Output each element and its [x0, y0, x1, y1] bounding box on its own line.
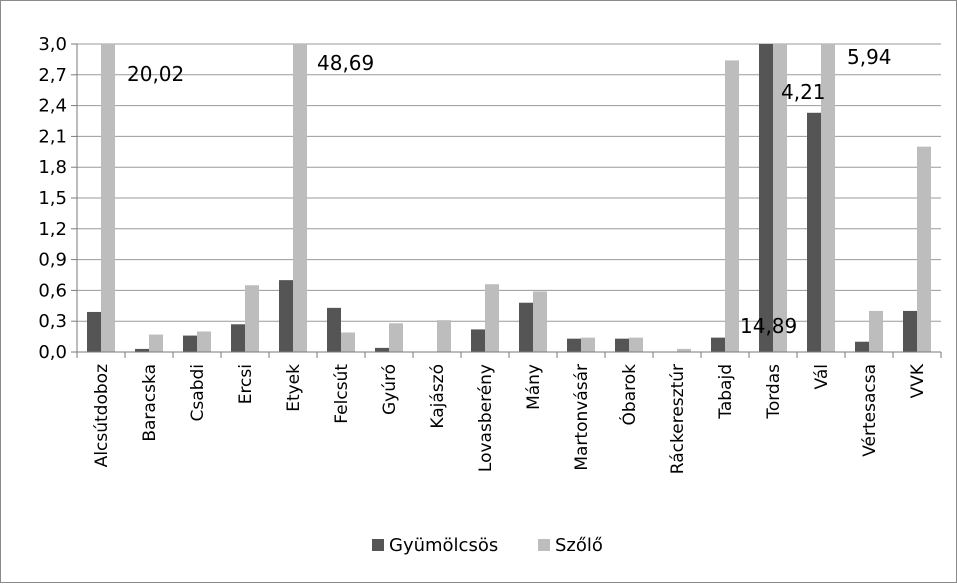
x-category-label: Martonvásár: [572, 364, 592, 471]
bar-gyumolcsos: [711, 337, 725, 352]
y-tick-label: 2,4: [38, 96, 67, 117]
x-category-label: VVK: [908, 363, 928, 398]
bar-gyumolcsos: [519, 302, 533, 352]
bar-gyumolcsos: [87, 311, 101, 352]
bar-szolo: [101, 44, 115, 352]
x-category-label: Csabdi: [188, 364, 208, 421]
bar-szolo: [533, 291, 547, 352]
bar-gyumolcsos: [855, 341, 869, 352]
x-category-label: Vál: [812, 364, 832, 389]
x-category-label: Baracska: [140, 364, 160, 442]
y-tick-label: 2,7: [38, 65, 67, 86]
bar-szolo: [437, 320, 451, 352]
axes: [76, 44, 942, 358]
y-tick-label: 1,8: [38, 157, 67, 178]
legend-swatch: [538, 539, 550, 551]
bar-szolo: [677, 348, 691, 352]
x-category-label: Tordas: [764, 364, 784, 420]
y-tick-label: 1,2: [38, 219, 67, 240]
x-category-label: Tabajd: [716, 364, 736, 420]
x-category-label: Etyek: [284, 364, 304, 412]
bar-szolo: [869, 310, 883, 352]
y-tick-label: 3,0: [38, 34, 67, 55]
bar-gyumolcsos: [231, 324, 245, 352]
bar-gyumolcsos: [615, 338, 629, 352]
data-label: 14,89: [740, 314, 797, 338]
gridlines: [77, 43, 941, 353]
legend-label: Szőlő: [555, 535, 603, 556]
data-label: 20,02: [127, 62, 184, 86]
bar-szolo: [581, 337, 595, 352]
bar-szolo: [773, 44, 787, 352]
bar-szolo: [149, 334, 163, 352]
bar-gyumolcsos: [471, 329, 485, 352]
bar-gyumolcsos: [567, 338, 581, 352]
bar-szolo: [341, 332, 355, 352]
x-category-label: Lovasberény: [476, 364, 496, 472]
bar-szolo: [485, 284, 499, 352]
x-axis-labels: Alcsútdoboz Baracska Csabdi Ercsi Etyek Felcs…: [92, 363, 928, 474]
legend-label: Gyümölcsös: [389, 535, 498, 556]
bar-gyumolcsos: [279, 280, 293, 352]
y-axis-ticks: 0,0 0,3 0,6 0,9 1,2 1,5 1,8 2,1 2,4 2,7 3,0: [38, 34, 77, 363]
legend-swatch: [372, 539, 384, 551]
x-category-label: Óbarok: [618, 364, 640, 426]
legend: Gyümölcsös Szőlő: [372, 535, 603, 556]
bar-szolo: [917, 146, 931, 352]
y-tick-label: 0,9: [38, 250, 67, 271]
bar-gyumolcsos: [327, 307, 341, 352]
x-category-label: Ráckeresztúr: [668, 364, 688, 474]
bar-szolo: [629, 337, 643, 352]
bar-gyumolcsos: [807, 112, 821, 352]
x-category-label: Gyúró: [380, 364, 400, 415]
data-labels: 20,02 48,69 14,89 4,21 5,94: [127, 45, 892, 338]
x-category-label: Alcsútdoboz: [92, 364, 112, 467]
bar-szolo: [197, 331, 211, 352]
bar-gyumolcsos: [759, 44, 773, 352]
data-label: 4,21: [781, 80, 826, 104]
data-label: 5,94: [847, 45, 892, 69]
x-category-label: Mány: [524, 364, 544, 410]
bar-szolo: [293, 44, 307, 352]
bar-gyumolcsos: [903, 310, 917, 352]
y-tick-label: 0,0: [38, 342, 67, 363]
bar-szolo: [821, 44, 835, 352]
bars: [87, 44, 931, 352]
bar-szolo: [389, 323, 403, 352]
x-category-label: Felcsút: [332, 364, 352, 424]
x-category-label: Ercsi: [236, 364, 256, 404]
x-category-label: Vértesacsa: [860, 364, 880, 457]
y-tick-label: 1,5: [38, 188, 67, 209]
bar-gyumolcsos: [183, 335, 197, 352]
y-tick-label: 2,1: [38, 126, 67, 147]
bar-szolo: [245, 285, 259, 352]
y-tick-label: 0,6: [38, 280, 67, 301]
y-tick-label: 0,3: [38, 311, 67, 332]
bar-szolo: [725, 60, 739, 352]
bar-gyumolcsos: [135, 348, 149, 352]
bar-gyumolcsos: [375, 347, 389, 352]
x-category-label: Kajászó: [428, 364, 448, 429]
data-label: 48,69: [317, 51, 374, 75]
